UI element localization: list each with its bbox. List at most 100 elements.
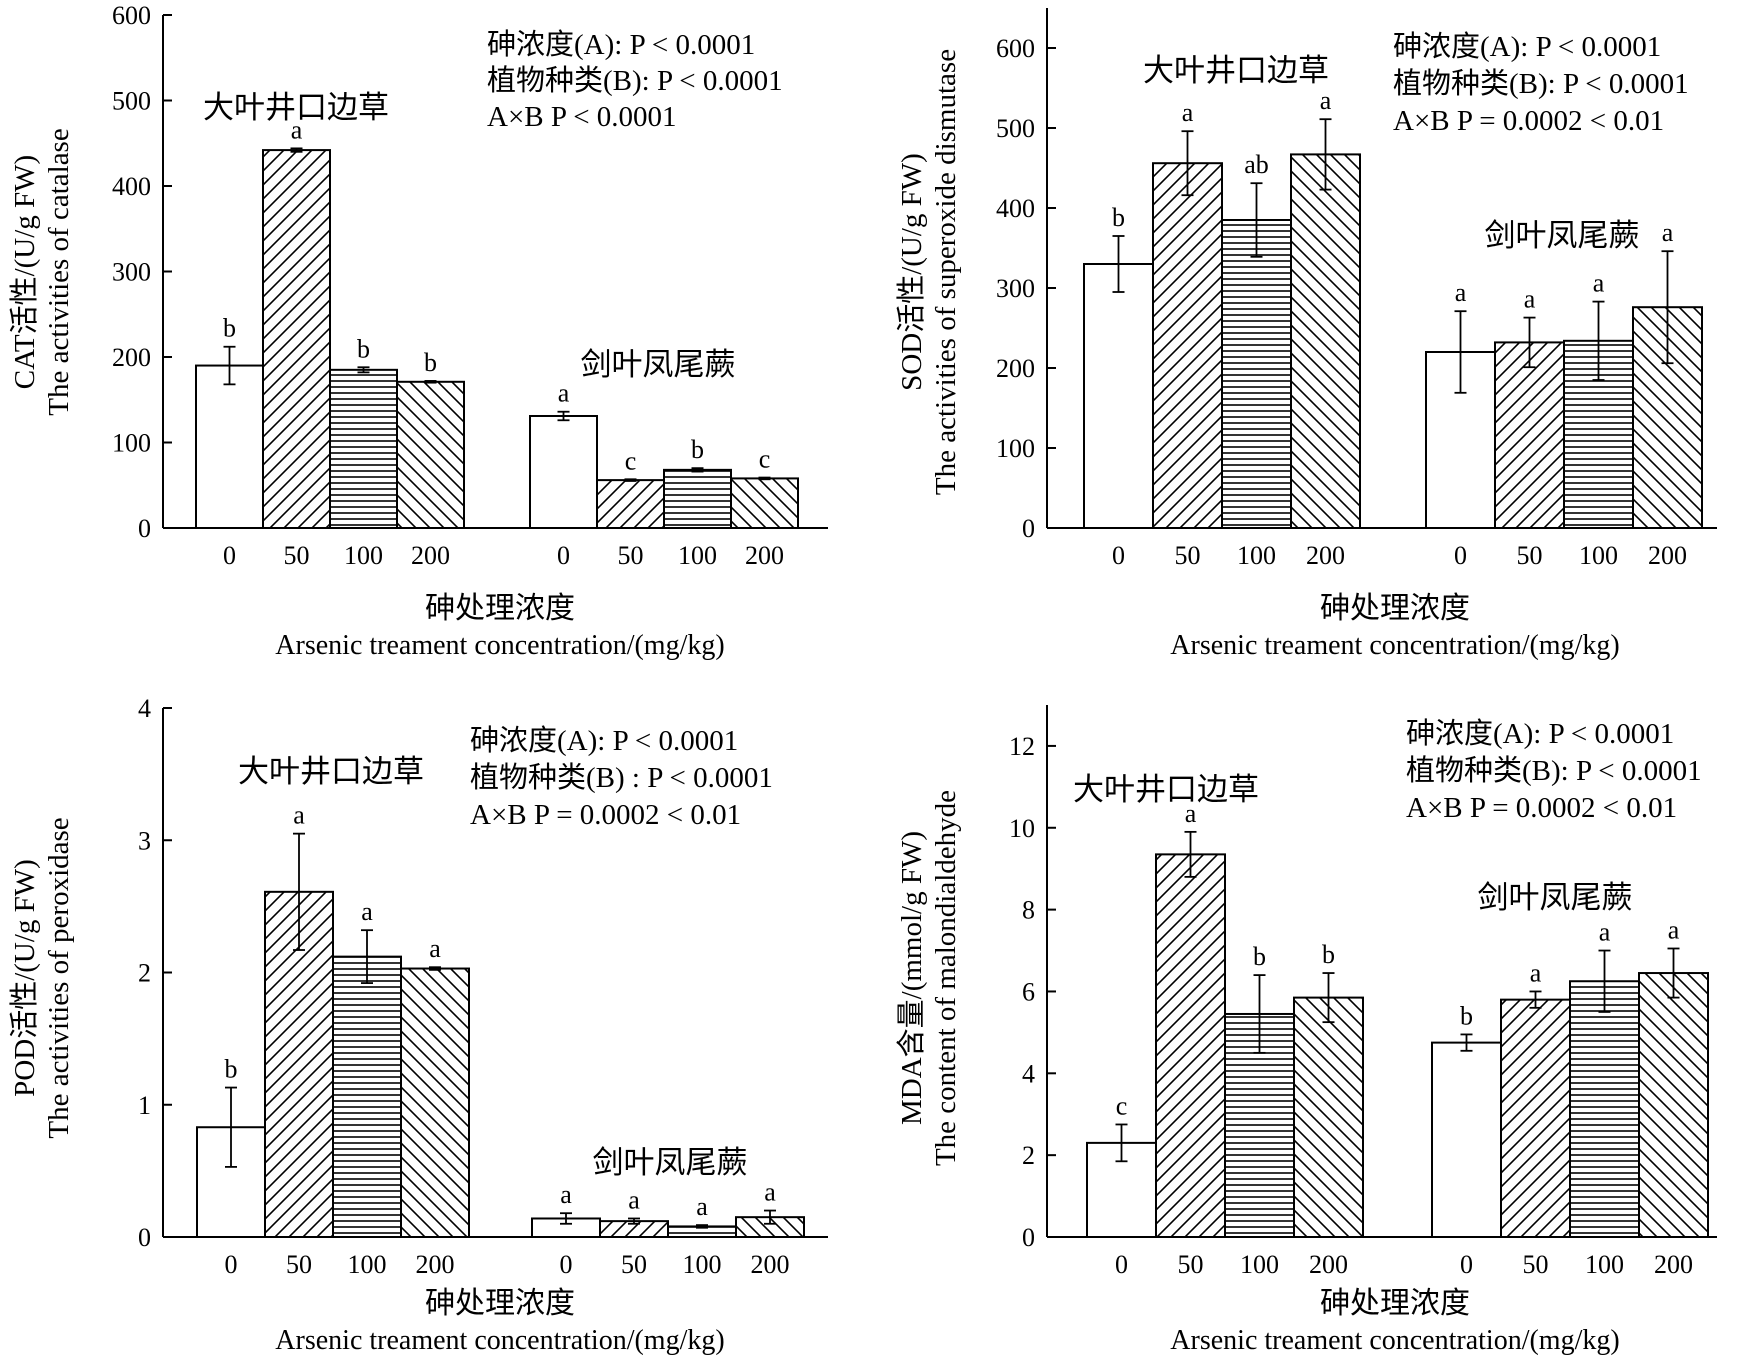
y-tick-label: 0: [1022, 514, 1035, 543]
bars: c a b b b a a a: [1086, 799, 1709, 1239]
species-label-group-2: 剑叶凤尾蕨: [1485, 218, 1640, 253]
significance-letter: a: [1320, 86, 1332, 115]
stat-line-3: A×B P < 0.0001: [487, 101, 677, 133]
y-tick-label: 500: [112, 87, 151, 116]
bar-cat-group1-100: [329, 368, 398, 530]
bar-mda-group2-0: [1431, 1041, 1502, 1238]
y-tick-label: 100: [996, 434, 1035, 463]
bar-sod-group1-50: [1152, 162, 1223, 529]
x-tick-label: 100: [344, 541, 383, 570]
x-tick-label: 200: [1654, 1250, 1693, 1279]
x-tick-label: 200: [745, 541, 784, 570]
x-axis-title-zh: 砷处理浓度: [1320, 1287, 1470, 1320]
y-axis-title-zh: MDA含量/(mmol/g FW): [895, 831, 928, 1125]
y-tick-label: 0: [138, 1223, 151, 1252]
bar-cat-group2-50: [596, 479, 665, 529]
significance-letter: b: [223, 314, 236, 343]
x-axis-title-en: Arsenic treament concentration/(mg/kg): [275, 1325, 724, 1356]
bars: b a ab a a a a a: [1083, 86, 1703, 530]
stat-line-2: 植物种类(B) : P < 0.0001: [470, 761, 773, 794]
x-tick-label: 50: [621, 1250, 647, 1279]
significance-letter: a: [1530, 958, 1542, 987]
y-axis-title-en: The activities of superoxide dismutase: [930, 49, 962, 495]
significance-letter: a: [293, 801, 305, 830]
x-tick-label: 0: [223, 541, 236, 570]
y-tick-label: 2: [1022, 1141, 1035, 1170]
significance-letter: a: [1455, 278, 1467, 307]
x-tick-label: 50: [1523, 1250, 1549, 1279]
x-tick-label: 100: [678, 541, 717, 570]
x-tick-label: 100: [348, 1250, 387, 1279]
species-label-group-1: 大叶井口边草: [238, 754, 424, 789]
bar-mda-group1-200: [1293, 996, 1364, 1238]
bar-cat-group1-200: [396, 380, 465, 530]
x-axis-title-en: Arsenic treament concentration/(mg/kg): [1170, 630, 1619, 661]
x-tick-label: 100: [1579, 541, 1618, 570]
significance-letter: b: [225, 1055, 238, 1084]
stat-line-3: A×B P = 0.0002 < 0.01: [1406, 792, 1677, 824]
stat-line-1: 砷浓度(A): P < 0.0001: [1393, 30, 1661, 63]
x-tick-label: 0: [560, 1250, 573, 1279]
y-tick-label: 12: [1009, 732, 1035, 761]
x-tick-label: 200: [751, 1250, 790, 1279]
panel-cat: 0 100 200 300 400 500 600 b a b b a c b c 0 50 100 200 0 5…: [8, 1, 828, 661]
x-tick-labels: 0 50 100 200 0 50 100 200: [1115, 1250, 1693, 1279]
bar-sod-group1-100: [1221, 219, 1292, 529]
significance-letter: b: [424, 348, 437, 377]
y-tick-label: 600: [996, 34, 1035, 63]
panel-pod: 0 1 2 3 4 b a a a a a a a 0 50 100 200 0 50 100 200 大叶井口边草…: [8, 694, 828, 1356]
y-ticks: 0 100 200 300 400 500 600: [112, 1, 172, 543]
bar-cat-group2-200: [730, 477, 799, 530]
y-axis-title-en: The content of malondialdehyde: [930, 790, 962, 1166]
x-tick-label: 0: [225, 1250, 238, 1279]
y-axis-title-zh: CAT活性/(U/g FW): [8, 155, 41, 389]
x-tick-label: 0: [1115, 1250, 1128, 1279]
x-axis-title-en: Arsenic treament concentration/(mg/kg): [275, 630, 724, 661]
x-tick-label: 50: [618, 541, 644, 570]
bar-cat-group1-50: [262, 149, 331, 529]
y-tick-label: 3: [138, 826, 151, 855]
bar-mda-group1-50: [1155, 853, 1226, 1238]
x-tick-label: 100: [1585, 1250, 1624, 1279]
significance-letter: b: [1112, 203, 1125, 232]
significance-letter: a: [696, 1192, 708, 1221]
y-tick-label: 4: [138, 694, 151, 723]
x-tick-label: 200: [411, 541, 450, 570]
significance-letter: a: [429, 934, 441, 963]
y-tick-label: 0: [1022, 1223, 1035, 1252]
significance-letter: a: [361, 897, 373, 926]
significance-letter: b: [357, 334, 370, 363]
species-label-group-1: 大叶井口边草: [1073, 772, 1259, 807]
x-tick-label: 100: [1240, 1250, 1279, 1279]
y-ticks: 0 1 2 3 4: [138, 694, 172, 1252]
significance-letter: b: [1253, 942, 1266, 971]
bar-mda-group2-50: [1500, 998, 1571, 1239]
significance-letter: b: [1322, 940, 1335, 969]
x-tick-labels: 0 50 100 200 0 50 100 200: [223, 541, 784, 570]
y-axis-title-zh: SOD活性/(U/g FW): [895, 153, 928, 391]
bar-mda-group2-200: [1638, 972, 1709, 1238]
bar-sod-group1-200: [1290, 153, 1361, 529]
significance-letter: c: [625, 446, 637, 475]
bar-pod-group1-200: [400, 967, 470, 1238]
y-tick-label: 400: [996, 194, 1035, 223]
bar-cat-group2-100: [663, 468, 732, 529]
y-tick-label: 10: [1009, 814, 1035, 843]
y-ticks: 0 2 4 6 8 10 12: [1009, 732, 1056, 1252]
x-tick-label: 200: [416, 1250, 455, 1279]
bar-cat-group1-0: [195, 364, 264, 529]
bar-sod-group2-50: [1494, 341, 1565, 529]
y-tick-label: 300: [996, 274, 1035, 303]
significance-letter: ab: [1244, 150, 1269, 179]
x-tick-labels: 0 50 100 200 0 50 100 200: [1112, 541, 1687, 570]
significance-letter: b: [691, 435, 704, 464]
x-tick-label: 50: [284, 541, 310, 570]
x-tick-label: 0: [557, 541, 570, 570]
bars: b a b b a c b c: [195, 115, 799, 530]
y-tick-label: 1: [138, 1091, 151, 1120]
significance-letter: a: [560, 1180, 572, 1209]
y-tick-label: 600: [112, 1, 151, 30]
significance-letter: a: [558, 379, 570, 408]
y-axis-title-zh: POD活性/(U/g FW): [8, 859, 41, 1097]
